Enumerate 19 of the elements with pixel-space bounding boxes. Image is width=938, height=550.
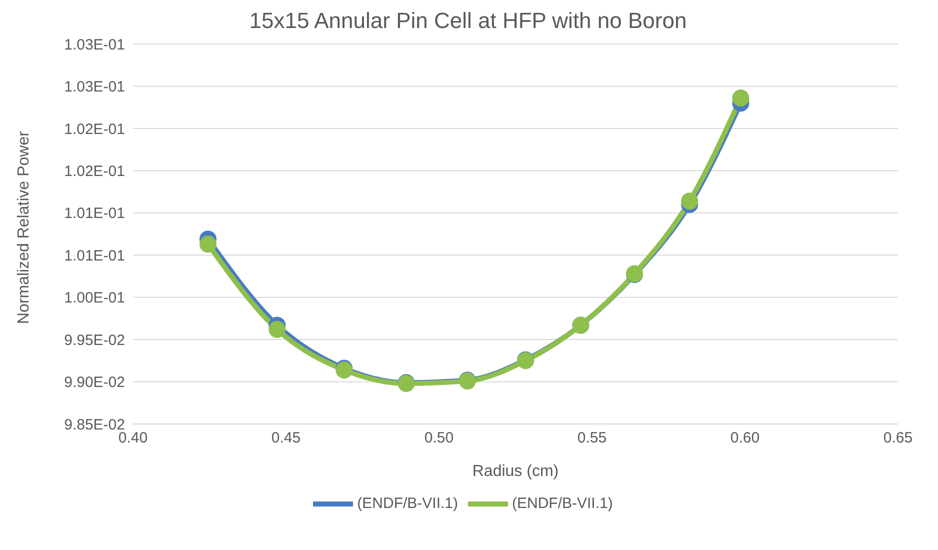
- x-tick-label: 0.60: [730, 430, 760, 447]
- x-tick-label: 0.45: [271, 430, 301, 447]
- x-tick-label: 0.50: [424, 430, 454, 447]
- y-tick-label: 1.02E-01: [64, 162, 125, 180]
- x-axis-title: Radius (cm): [472, 463, 559, 480]
- y-tick-label: 1.03E-01: [64, 78, 125, 96]
- y-axis-title: Normalized Relative Power: [16, 130, 33, 324]
- y-tick-label: 1.01E-01: [64, 205, 125, 222]
- y-tick-label: 1.01E-01: [64, 247, 125, 264]
- legend-label: (ENDF/B-VII.1): [357, 494, 458, 512]
- y-tick-label: 9.95E-02: [64, 332, 125, 349]
- x-tick-label: 0.55: [577, 430, 607, 447]
- y-tick-label: 1.02E-01: [64, 120, 125, 138]
- y-tick-label: 1.03E-01: [64, 36, 125, 54]
- legend-label: (ENDF/B-VII.1): [512, 494, 613, 512]
- y-tick-label: 9.90E-02: [64, 374, 125, 392]
- x-tick-label: 0.65: [883, 430, 913, 447]
- chart-title: 15x15 Annular Pin Cell at HFP with no Boron: [248, 8, 688, 34]
- y-tick-label: 1.00E-01: [64, 290, 125, 307]
